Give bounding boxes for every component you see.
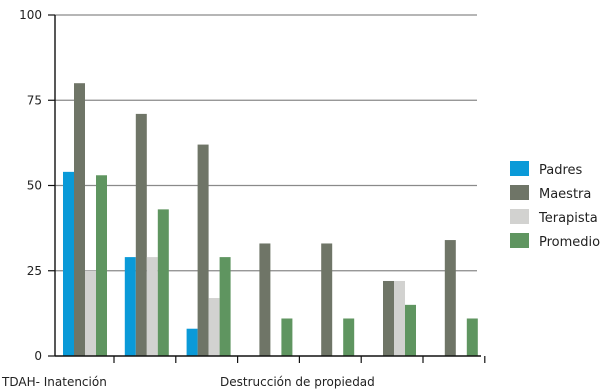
y-tick-label: 50 xyxy=(27,179,42,193)
legend-item-maestra: Maestra xyxy=(510,185,591,202)
legend-item-padres: Padres xyxy=(510,161,583,178)
bar-promedio-group-2 xyxy=(157,209,169,356)
bar-maestra-group-6 xyxy=(383,280,394,356)
bar-promedio-group-3 xyxy=(219,257,231,356)
bar-promedio-group-6 xyxy=(405,304,416,356)
y-tick-label: 75 xyxy=(27,93,42,107)
legend: Padres Maestra Terapista Promedio xyxy=(510,161,600,250)
bars xyxy=(63,83,478,356)
bar-promedio-group-4 xyxy=(281,318,293,356)
bar-padres-group-1 xyxy=(63,171,74,356)
legend-swatch-padres xyxy=(510,161,529,176)
legend-label-padres: Padres xyxy=(539,163,583,178)
bar-padres-group-3 xyxy=(186,328,198,356)
legend-swatch-maestra xyxy=(510,185,529,200)
bar-maestra-group-2 xyxy=(135,113,147,356)
y-tick-labels: 0 25 50 75 100 xyxy=(19,8,42,363)
y-tick-label: 25 xyxy=(27,264,42,278)
axes xyxy=(48,14,486,363)
legend-label-terapista: Terapista xyxy=(538,211,598,226)
category-label-destruccion: Destrucción de propiedad xyxy=(220,375,375,389)
bar-maestra-group-5 xyxy=(321,243,333,356)
bar-terapista-group-2 xyxy=(146,257,158,356)
legend-item-terapista: Terapista xyxy=(510,209,598,226)
legend-swatch-terapista xyxy=(510,209,529,224)
legend-label-maestra: Maestra xyxy=(539,187,591,202)
bar-maestra-group-4 xyxy=(259,243,271,356)
gridlines xyxy=(55,14,477,272)
bar-terapista-group-1 xyxy=(85,270,96,356)
bar-terapista-group-6 xyxy=(394,280,405,356)
y-tick-label: 0 xyxy=(34,349,42,363)
bar-maestra-group-1 xyxy=(74,83,85,356)
bar-padres-group-2 xyxy=(124,257,136,356)
legend-item-promedio: Promedio xyxy=(510,233,600,250)
legend-label-promedio: Promedio xyxy=(539,235,600,250)
bar-maestra-group-3 xyxy=(197,144,209,356)
bar-promedio-group-5 xyxy=(343,318,355,356)
bar-maestra-group-7 xyxy=(444,240,456,356)
bar-promedio-group-1 xyxy=(96,175,107,356)
y-tick-label: 100 xyxy=(19,8,42,22)
bar-promedio-group-7 xyxy=(466,318,478,356)
legend-swatch-promedio xyxy=(510,233,529,248)
category-label-tdah: TDAH- Inatención xyxy=(1,375,107,389)
bar-terapista-group-3 xyxy=(208,298,220,356)
